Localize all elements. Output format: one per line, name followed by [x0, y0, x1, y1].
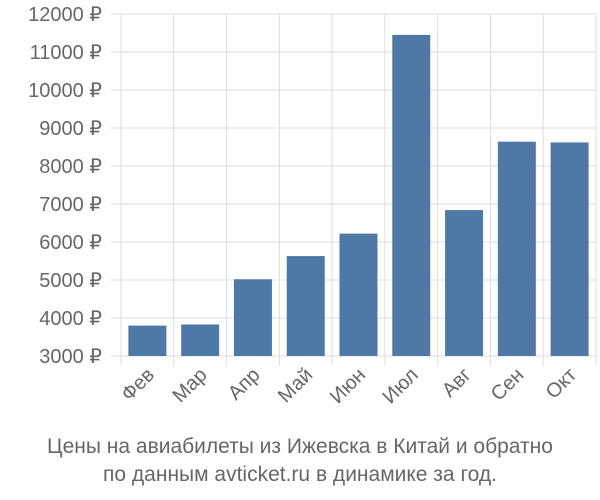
y-axis: 3000 ₽ 4000 ₽ 5000 ₽ 6000 ₽ 7000 ₽ 8000 ₽ 9000…: [28, 4, 102, 368]
x-tick-label: Авг: [438, 364, 476, 402]
x-tick-label: Сен: [487, 364, 528, 405]
y-tick-label: 7000 ₽: [39, 194, 102, 216]
x-tick-label: Май: [274, 364, 317, 407]
bar-Фев: [128, 325, 167, 356]
x-tick-label: Июн: [326, 364, 370, 408]
y-tick-label: 5000 ₽: [39, 270, 102, 292]
bar-Апр: [233, 279, 272, 356]
y-tick-label: 4000 ₽: [39, 308, 102, 330]
bar-Июл: [392, 34, 431, 357]
bar-Сен: [497, 141, 536, 356]
bars: [128, 34, 589, 357]
x-axis: Фев Мар Апр Май Июн Июл Авг Сен Окт: [117, 364, 581, 408]
x-tick-label: Мар: [168, 364, 211, 407]
y-tick-label: 8000 ₽: [39, 156, 102, 178]
bar-Авг: [445, 210, 484, 356]
chart-caption-line-2: по данным avticket.ru в динамике за год.: [103, 463, 497, 486]
grid: [111, 13, 597, 366]
y-tick-label: 10000 ₽: [28, 80, 102, 102]
price-bar-chart: 3000 ₽ 4000 ₽ 5000 ₽ 6000 ₽ 7000 ₽ 8000 ₽ 9000…: [28, 4, 597, 408]
bar-Окт: [550, 142, 589, 356]
x-tick-label: Июл: [379, 364, 423, 408]
bar-Мар: [181, 324, 220, 356]
y-tick-label: 3000 ₽: [39, 346, 102, 368]
y-tick-label: 9000 ₽: [39, 118, 102, 140]
bar-Июн: [339, 233, 378, 356]
x-tick-label: Фев: [117, 364, 159, 406]
y-tick-label: 12000 ₽: [28, 4, 102, 26]
x-tick-label: Окт: [542, 364, 581, 403]
x-tick-label: Апр: [224, 364, 265, 405]
y-tick-label: 11000 ₽: [30, 42, 103, 64]
bar-Май: [286, 256, 325, 356]
y-tick-label: 6000 ₽: [39, 232, 102, 254]
chart-caption-line-1: Цены на авиабилеты из Ижевска в Китай и …: [47, 435, 553, 458]
